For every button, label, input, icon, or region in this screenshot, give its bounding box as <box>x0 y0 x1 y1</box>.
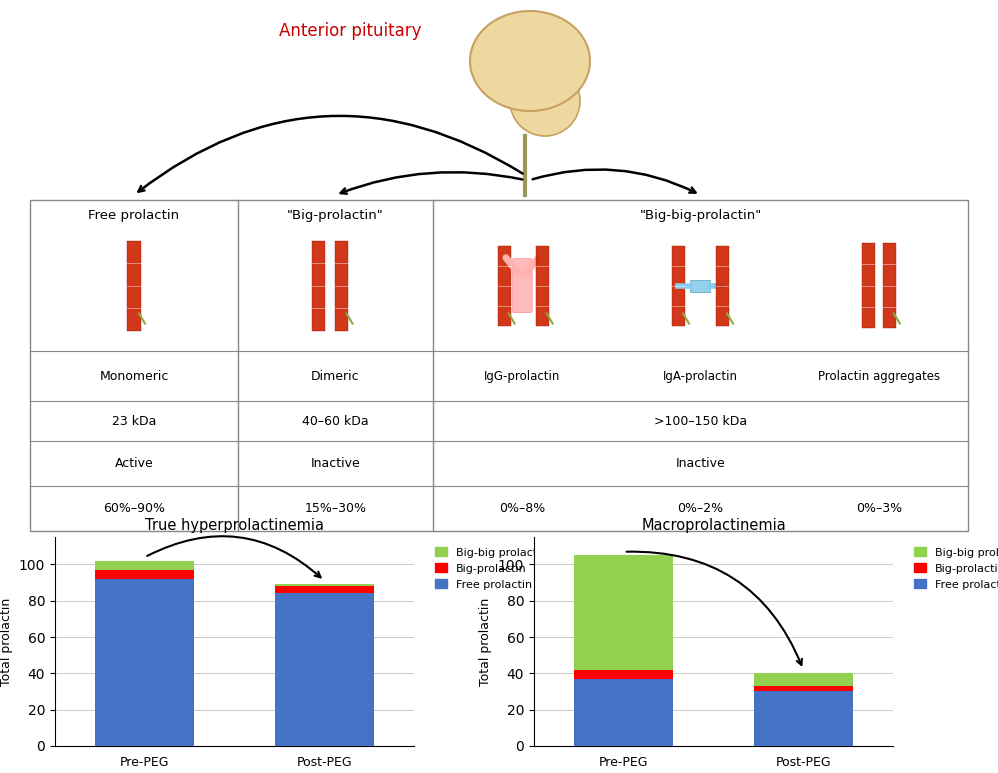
Text: Inactive: Inactive <box>310 457 360 470</box>
Bar <box>754 686 852 692</box>
Text: Free prolactin: Free prolactin <box>89 209 180 222</box>
Bar <box>312 240 325 331</box>
Ellipse shape <box>470 11 590 111</box>
Text: Dimeric: Dimeric <box>311 369 360 383</box>
Bar <box>754 673 852 686</box>
Bar <box>536 246 549 325</box>
Bar <box>127 240 141 331</box>
Text: Anterior pituitary: Anterior pituitary <box>278 22 421 40</box>
Text: Monomeric: Monomeric <box>100 369 169 383</box>
Bar <box>498 246 511 325</box>
Text: 0%–2%: 0%–2% <box>678 502 724 515</box>
Legend: Big-big prolactin, Big-prolactin, Free prolactin: Big-big prolactin, Big-prolactin, Free p… <box>909 543 998 594</box>
Bar <box>95 561 194 570</box>
Text: IgA-prolactin: IgA-prolactin <box>663 369 738 383</box>
Text: 15%–30%: 15%–30% <box>304 502 366 515</box>
Y-axis label: Total prolactin: Total prolactin <box>479 598 492 686</box>
Bar <box>575 679 673 746</box>
Bar <box>30 200 968 531</box>
Text: 40–60 kDa: 40–60 kDa <box>302 414 369 427</box>
Text: IgG-prolactin: IgG-prolactin <box>484 369 560 383</box>
Bar <box>274 586 373 594</box>
Bar <box>862 243 875 328</box>
Bar <box>274 584 373 586</box>
Bar <box>335 240 348 331</box>
Text: "Big-big-prolactin": "Big-big-prolactin" <box>640 209 761 222</box>
Ellipse shape <box>510 66 580 136</box>
Bar <box>672 246 685 325</box>
Bar <box>95 570 194 579</box>
Legend: Big-big prolactin, Big-prolactin, Free prolactin: Big-big prolactin, Big-prolactin, Free p… <box>430 543 552 594</box>
Text: "Big-prolactin": "Big-prolactin" <box>287 209 384 222</box>
Bar <box>274 594 373 746</box>
Text: 23 kDa: 23 kDa <box>112 414 157 427</box>
Text: 60%–90%: 60%–90% <box>103 502 165 515</box>
Bar <box>575 555 673 669</box>
Bar <box>716 246 729 325</box>
Bar <box>883 243 896 328</box>
Bar <box>95 579 194 746</box>
Bar <box>691 280 711 291</box>
Text: 0%–8%: 0%–8% <box>499 502 545 515</box>
Text: Prolactin aggregates: Prolactin aggregates <box>817 369 940 383</box>
Y-axis label: Total prolactin: Total prolactin <box>0 598 13 686</box>
Text: >100–150 kDa: >100–150 kDa <box>654 414 748 427</box>
Text: Active: Active <box>115 457 154 470</box>
Text: 0%–3%: 0%–3% <box>855 502 902 515</box>
Bar <box>754 692 852 746</box>
Title: True hyperprolactinemia: True hyperprolactinemia <box>145 518 324 533</box>
Title: Macroprolactinemia: Macroprolactinemia <box>641 518 786 533</box>
FancyBboxPatch shape <box>512 258 532 312</box>
Text: Inactive: Inactive <box>676 457 726 470</box>
Bar <box>575 669 673 679</box>
